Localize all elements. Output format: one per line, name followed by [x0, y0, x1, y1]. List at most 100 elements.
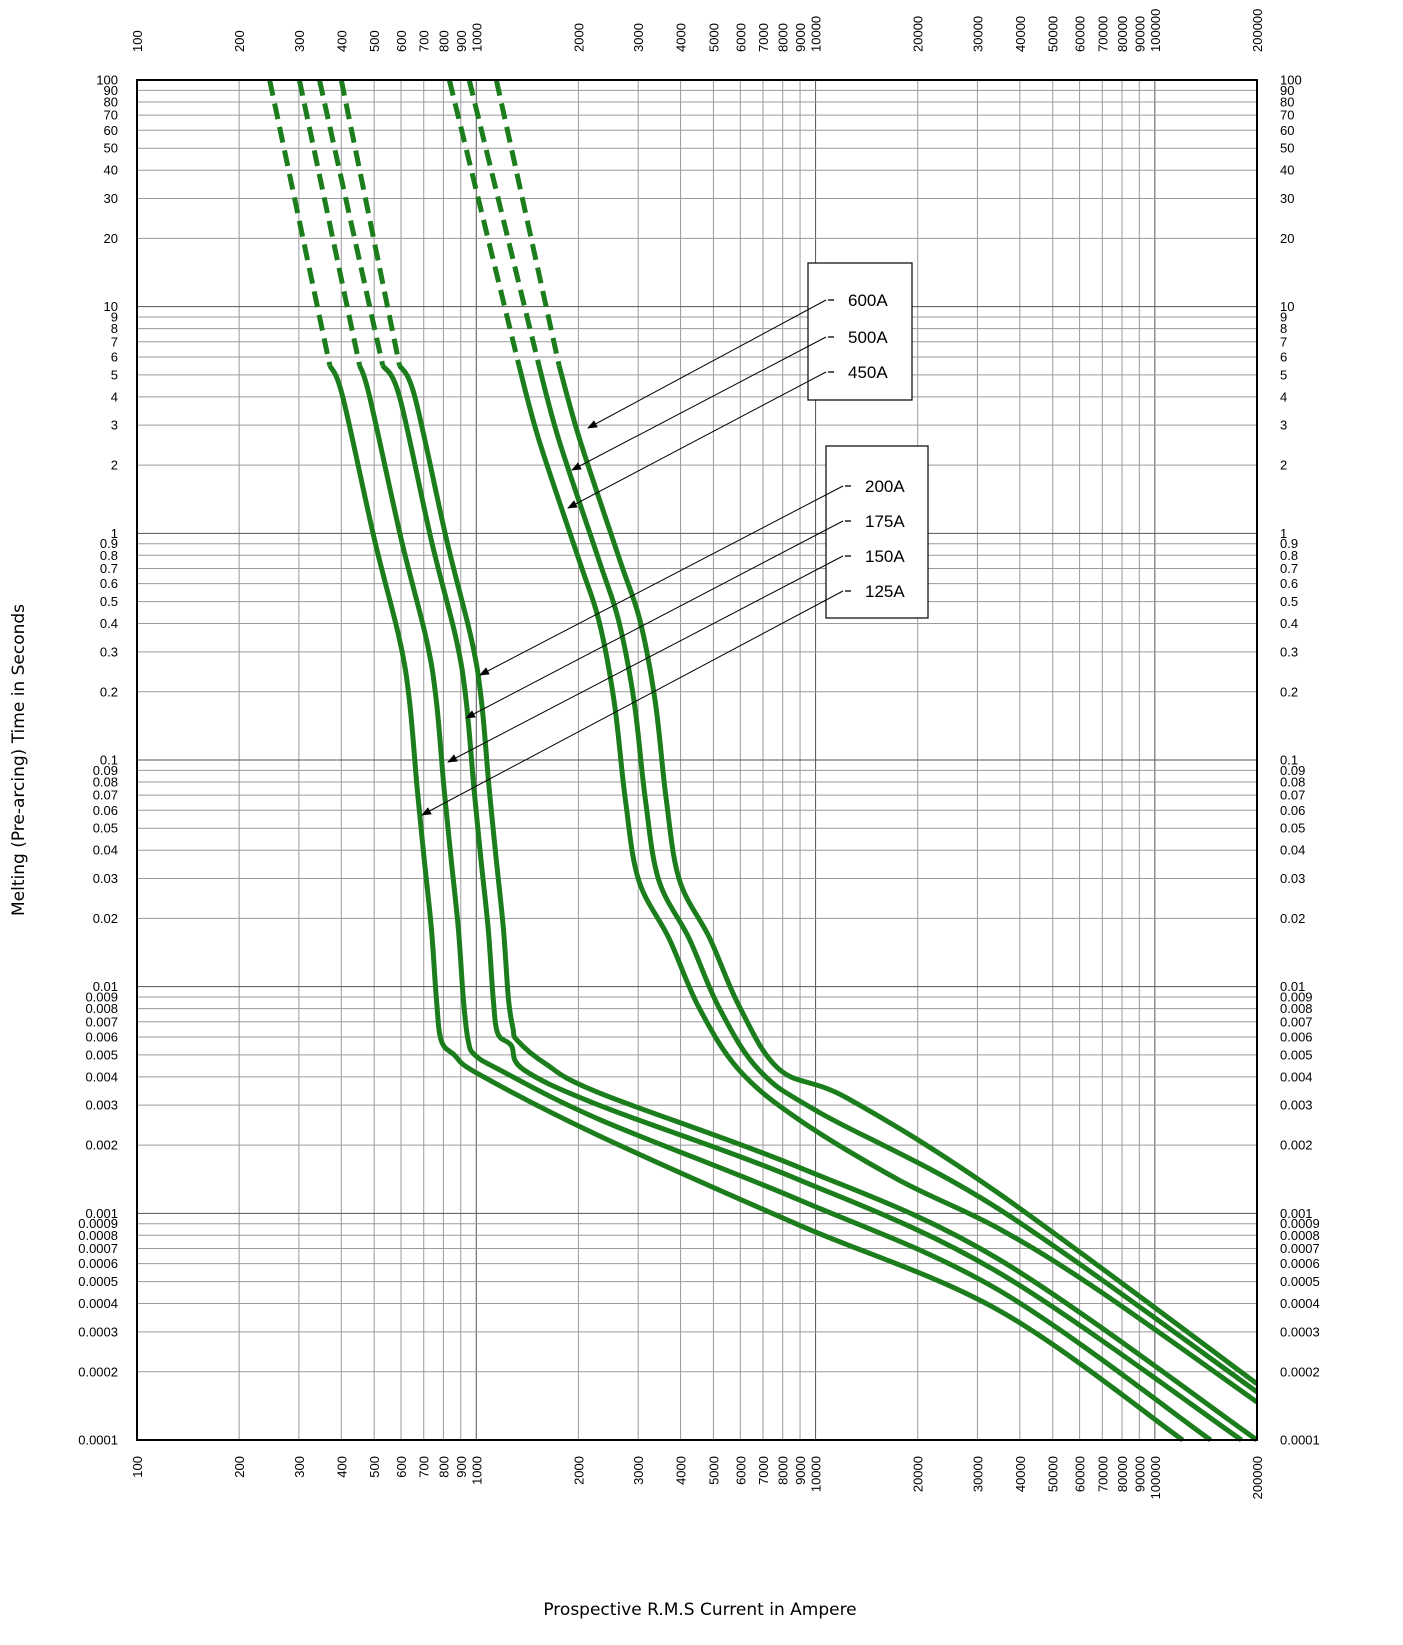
x-tick-label: 30000	[970, 16, 985, 52]
x-tick-label: 300	[292, 1456, 307, 1478]
x-tick-label: 60000	[1073, 16, 1088, 52]
y-tick-label: 0.008	[85, 1001, 118, 1016]
y-tick-label: 5	[1280, 367, 1287, 382]
legend-label: 175A	[865, 512, 905, 531]
curve-dashed	[466, 79, 542, 367]
curve-dashed	[493, 79, 562, 367]
x-tick-label: 600	[394, 1456, 409, 1478]
y-tick-label: 0.05	[93, 821, 118, 836]
x-tick-label: 9000	[793, 23, 808, 52]
x-tick-label: 90000	[1132, 1456, 1147, 1492]
x-tick-label: 40000	[1013, 1456, 1028, 1492]
x-tick-label: 100000	[1148, 1456, 1163, 1499]
legend-arrow	[447, 555, 844, 763]
plot-frame	[136, 79, 1258, 1441]
curve	[536, 364, 1259, 1394]
y-tick-label: 9	[111, 310, 118, 325]
y-tick-label: 7	[1280, 334, 1287, 349]
x-tick-label: 2000	[571, 1456, 586, 1485]
x-tick-label: 800	[436, 30, 451, 52]
y-tick-label: 0.007	[85, 1014, 118, 1029]
y-tick-label: 0.3	[1280, 644, 1298, 659]
y-tick-label: 0.01	[93, 979, 118, 994]
x-tick-label: 6000	[733, 1456, 748, 1485]
x-tick-label: 30000	[970, 1456, 985, 1492]
curve-dashed	[446, 79, 522, 367]
legend-arrow	[571, 336, 827, 471]
y-tick-label: 30	[104, 191, 118, 206]
y-tick-label: 0.8	[1280, 548, 1298, 563]
x-tick-label: 900	[454, 1456, 469, 1478]
legend-arrow	[465, 520, 844, 719]
y-tick-label: 3	[111, 418, 118, 433]
y-tick-label: 6	[1280, 349, 1287, 364]
y-tick-label: 30	[1280, 191, 1294, 206]
y-tick-label: 0.0002	[1280, 1364, 1320, 1379]
y-tick-label: 70	[1280, 108, 1294, 123]
ticks: 100 100 200 200 300 300 400 400 500 500 600 600 700 7…	[78, 9, 1320, 1500]
y-tick-label: 40	[104, 163, 118, 178]
y-tick-label: 0.001	[1280, 1206, 1313, 1221]
y-tick-label: 0.0001	[78, 1433, 118, 1448]
y-tick-label: 0.6	[1280, 576, 1298, 591]
x-tick-label: 90000	[1132, 16, 1147, 52]
y-tick-label: 0.07	[1280, 788, 1305, 803]
y-tick-label: 0.0002	[78, 1364, 118, 1379]
y-tick-label: 0.05	[1280, 821, 1305, 836]
x-tick-label: 800	[436, 1456, 451, 1478]
y-tick-label: 80	[1280, 94, 1294, 109]
y-tick-label: 0.0001	[1280, 1433, 1320, 1448]
legend-arrow	[567, 371, 827, 509]
y-tick-label: 0.008	[1280, 1001, 1313, 1016]
y-tick-label: 0.0006	[78, 1256, 118, 1271]
y-tick-label: 0.009	[1280, 990, 1313, 1005]
x-tick-label: 8000	[776, 23, 791, 52]
y-tick-label: 20	[104, 231, 118, 246]
x-tick-label: 100	[130, 30, 145, 52]
y-tick-label: 0.004	[85, 1069, 118, 1084]
legend-box	[807, 262, 913, 401]
x-tick-label: 7000	[756, 23, 771, 52]
x-tick-label: 3000	[631, 23, 646, 52]
x-tick-label: 500	[367, 1456, 382, 1478]
legend-label: 500A	[848, 328, 888, 347]
y-tick-label: 0.0009	[1280, 1216, 1320, 1231]
y-tick-label: 0.9	[1280, 536, 1298, 551]
x-tick-label: 200000	[1250, 9, 1265, 52]
y-tick-label: 0.08	[1280, 774, 1305, 789]
y-tick-label: 0.0003	[1280, 1324, 1320, 1339]
x-tick-label: 7000	[756, 1456, 771, 1485]
y-tick-label: 0.0004	[78, 1296, 118, 1311]
y-tick-label: 0.0006	[1280, 1256, 1320, 1271]
y-tick-label: 0.2	[100, 684, 118, 699]
legend-arrow	[587, 299, 827, 429]
x-tick-label: 50000	[1046, 1456, 1061, 1492]
x-tick-label: 20000	[911, 16, 926, 52]
y-tick-label: 0.5	[100, 594, 118, 609]
grid	[136, 79, 1258, 1441]
y-tick-label: 0.0007	[78, 1241, 118, 1256]
y-tick-label: 0.002	[1280, 1138, 1313, 1153]
y-tick-label: 60	[104, 123, 118, 138]
y-tick-label: 0.0009	[78, 1216, 118, 1231]
y-tick-label: 0.0005	[1280, 1274, 1320, 1289]
x-tick-label: 100	[130, 1456, 145, 1478]
x-tick-label: 10000	[809, 16, 824, 52]
x-tick-label: 10000	[809, 1456, 824, 1492]
y-axis-title: Melting (Pre-arcing) Time in Seconds	[9, 604, 29, 916]
y-tick-label: 50	[104, 141, 118, 156]
y-tick-label: 0.09	[93, 763, 118, 778]
x-tick-label: 6000	[733, 23, 748, 52]
y-tick-label: 4	[1280, 389, 1287, 404]
y-tick-label: 8	[1280, 321, 1287, 336]
y-tick-label: 4	[111, 389, 118, 404]
y-tick-label: 0.003	[85, 1098, 118, 1113]
y-tick-label: 70	[104, 108, 118, 123]
y-tick-label: 0.005	[1280, 1047, 1313, 1062]
y-tick-label: 0.04	[93, 843, 118, 858]
y-tick-label: 0.1	[100, 753, 118, 768]
y-tick-label: 0.007	[1280, 1014, 1313, 1029]
y-tick-label: 0.9	[100, 536, 118, 551]
y-tick-label: 5	[111, 367, 118, 382]
x-tick-label: 60000	[1073, 1456, 1088, 1492]
